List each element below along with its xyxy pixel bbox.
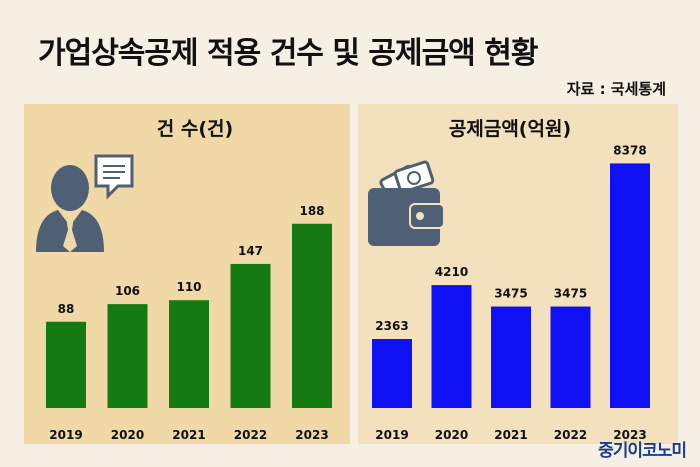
amount-value-label: 2363 bbox=[375, 319, 408, 333]
amount-value-label: 3475 bbox=[554, 287, 587, 301]
count-bar-2022 bbox=[230, 263, 271, 408]
count-bar-2023 bbox=[292, 223, 332, 408]
count-value-label: 110 bbox=[176, 280, 201, 294]
amount-bar-2022 bbox=[550, 306, 591, 408]
count-x-tick-label: 2023 bbox=[295, 428, 328, 442]
amount-bar-2023 bbox=[610, 163, 650, 408]
brand-logo-text: 중기이코노미 bbox=[598, 441, 687, 461]
businessman-speech-bubble-icon bbox=[36, 154, 134, 252]
amount-value-label: 8378 bbox=[613, 143, 646, 157]
amount-bar-2020 bbox=[431, 285, 472, 408]
amount-chart-title: 공제금액(억원) bbox=[448, 118, 572, 140]
amount-x-tick-label: 2020 bbox=[435, 428, 468, 442]
amount-x-tick-label: 2023 bbox=[613, 428, 646, 442]
amount-value-label: 4210 bbox=[435, 265, 468, 279]
amount-bar-2019 bbox=[372, 339, 412, 408]
count-bar-2020 bbox=[107, 304, 148, 408]
wallet-money-icon bbox=[368, 160, 445, 246]
source-note: 자료 : 국세통계 bbox=[566, 80, 666, 98]
count-chart-title: 건 수(건) bbox=[156, 118, 234, 140]
count-value-label: 88 bbox=[58, 302, 75, 316]
page-title: 가업상속공제 적용 건수 및 공제금액 현황 bbox=[38, 36, 538, 71]
count-x-tick-label: 2019 bbox=[49, 428, 82, 442]
amount-x-tick-label: 2019 bbox=[375, 428, 408, 442]
amount-x-tick-label: 2021 bbox=[494, 428, 527, 442]
amount-bar-2021 bbox=[491, 306, 531, 408]
count-x-tick-label: 2020 bbox=[111, 428, 144, 442]
amount-x-tick-label: 2022 bbox=[554, 428, 587, 442]
count-bar-2021 bbox=[169, 300, 209, 408]
count-x-tick-label: 2022 bbox=[234, 428, 267, 442]
count-value-label: 188 bbox=[299, 204, 324, 218]
count-value-label: 147 bbox=[238, 244, 263, 258]
amount-value-label: 3475 bbox=[494, 287, 527, 301]
count-x-tick-label: 2021 bbox=[172, 428, 205, 442]
count-bar-2019 bbox=[46, 321, 86, 408]
count-value-label: 106 bbox=[115, 284, 140, 298]
